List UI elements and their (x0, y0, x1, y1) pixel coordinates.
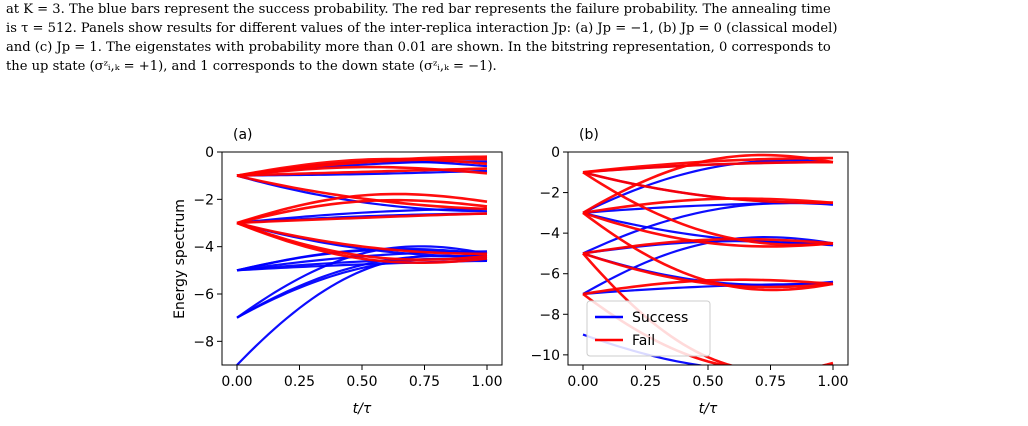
series-curve-red (236, 157, 488, 177)
panel-a: (a) 0.00 0.25 0.50 0.75 1.00 0 −2 −4 −6 −8 t/τ E… (172, 127, 503, 417)
y-tick-label: −6 (193, 287, 214, 303)
series-curve-fail (582, 171, 834, 205)
legend: Success Fail (586, 300, 711, 357)
series-curve-red (236, 155, 488, 177)
x-tick-label: 1.00 (817, 374, 848, 390)
x-tick-label: 0.75 (409, 374, 440, 390)
series-curve-fail (582, 156, 833, 174)
x-tick-label: 0.75 (755, 374, 786, 390)
panel-b-xticks: 0.00 0.25 0.50 0.75 1.00 (567, 365, 849, 390)
panel-b-label: (b) (579, 127, 599, 143)
legend-label-fail: Fail (632, 333, 655, 349)
x-tick-label: 0.50 (692, 374, 723, 390)
figure-caption: at K = 3. The blue bars represent the su… (6, 0, 1024, 76)
y-tick-label: −2 (539, 186, 560, 202)
series-curve-fail (582, 197, 834, 215)
y-tick-label: −6 (539, 267, 560, 283)
series-curve-fail (582, 252, 834, 289)
caption-line: is τ = 512. Panels show results for diff… (6, 21, 838, 36)
x-tick-label: 1.00 (471, 374, 502, 390)
series-curve-red (236, 165, 488, 177)
panel-a-label: (a) (233, 127, 253, 143)
x-tick-label: 0.50 (346, 374, 377, 390)
series-curve-red (236, 174, 488, 211)
series-curve-fail (582, 211, 834, 292)
series-curve-success (582, 159, 834, 214)
panel-a-yticks: 0 −2 −4 −6 −8 (193, 145, 222, 350)
x-tick-label: 0.00 (221, 374, 252, 390)
y-tick-label: −10 (530, 348, 560, 364)
y-tick-label: −2 (193, 192, 214, 208)
x-tick-label: 0.25 (630, 374, 661, 390)
series-curve-red (236, 221, 488, 265)
series-curve-success (582, 211, 834, 245)
y-tick-label: −8 (193, 334, 214, 350)
panel-b: (b) 0.00 0.25 0.50 0.75 1.00 0 −2 −4 −6 −8 −10 t/… (530, 127, 848, 417)
caption-line: the up state (σᶻᵢ,ₖ = +1), and 1 corresp… (6, 59, 497, 74)
panel-a-curves (236, 155, 488, 365)
legend-label-success: Success (632, 310, 688, 326)
series-curve-fail (582, 252, 834, 365)
y-tick-label: 0 (205, 145, 214, 161)
panel-b-xlabel: t/τ (699, 401, 718, 417)
panel-b-curves (582, 153, 834, 365)
legend-box (586, 300, 711, 357)
series-curve-red (236, 212, 488, 225)
panel-b-yticks: 0 −2 −4 −6 −8 −10 (530, 145, 568, 364)
y-tick-label: −8 (539, 307, 560, 323)
series-curve-blue (236, 245, 488, 319)
energy-spectrum-figure: (a) 0.00 0.25 0.50 0.75 1.00 0 −2 −4 −6 −8 t/τ E… (172, 127, 849, 417)
caption-line: and (c) Jp = 1. The eigenstates with pro… (6, 40, 831, 55)
caption-line: at K = 3. The blue bars represent the su… (6, 2, 831, 17)
series-curve-red (236, 192, 488, 225)
series-curve-blue (236, 254, 488, 365)
y-tick-label: −4 (193, 240, 214, 256)
panel-a-xticks: 0.00 0.25 0.50 0.75 1.00 (221, 365, 503, 390)
figure: (a) 0.00 0.25 0.50 0.75 1.00 0 −2 −4 −6 −8 t/τ E… (150, 118, 870, 421)
series-curve-red (236, 198, 488, 225)
y-tick-label: −4 (539, 226, 560, 242)
panel-a-ylabel: Energy spectrum (172, 199, 188, 319)
y-tick-label: 0 (551, 145, 560, 161)
series-curve-red (236, 221, 488, 256)
series-curve-fail (582, 171, 834, 247)
panel-a-xlabel: t/τ (353, 401, 372, 417)
x-tick-label: 0.25 (284, 374, 315, 390)
x-tick-label: 0.00 (567, 374, 598, 390)
series-curve-fail (582, 237, 834, 255)
